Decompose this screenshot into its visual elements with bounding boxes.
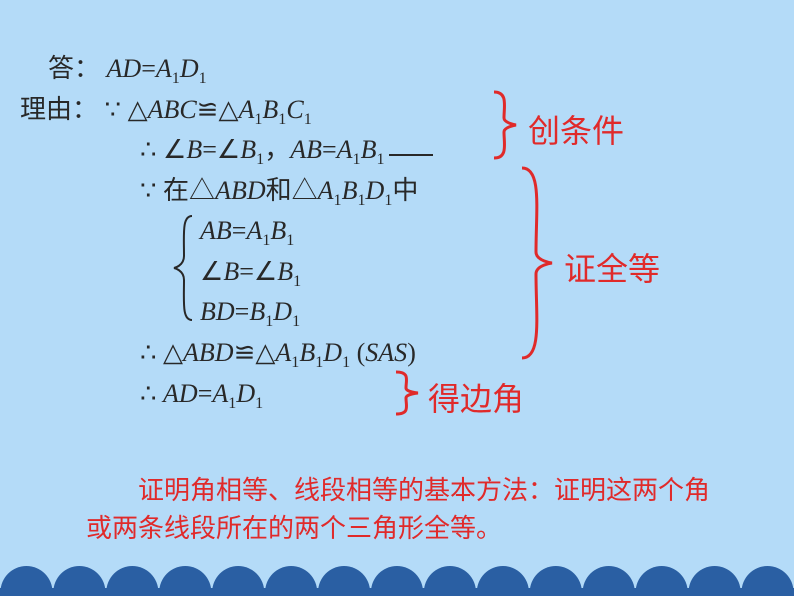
expr-ad-eq: AD=A1D1 <box>163 379 263 408</box>
because-symbol: ∵ <box>105 94 122 124</box>
annot-brace-2-icon <box>518 166 554 360</box>
brace-line-1: AB=A1B1 <box>200 212 301 253</box>
proof-body: 答： AD=A1D1 理由： ∵ △ABC≌△A1B1C1 ∴ ∠B=∠B1，A… <box>48 50 748 415</box>
summary-text: 证明角相等、线段相等的基本方法：证明这两个角或两条线段所在的两个三角形全等。 <box>86 472 726 547</box>
annot-2: 证全等 <box>564 244 660 290</box>
expr-abc-cong: △ABC≌△A1B1C1 <box>128 95 312 124</box>
because-symbol: ∵ <box>140 175 157 205</box>
annot-3: 得边角 <box>428 374 524 420</box>
left-brace-icon <box>172 214 196 322</box>
expr-in-triangles: 在△ABD和△A1B1D1中 <box>163 176 418 205</box>
expr-abd-cong: △ABD≌△A1B1D1 (SAS) <box>163 338 416 367</box>
therefore-symbol: ∴ <box>140 134 157 164</box>
answer-expr: AD=A1D1 <box>107 54 207 83</box>
expr-angles-sides: ∠B=∠B1，AB=A1B1 <box>163 135 385 164</box>
brace-line-3: BD=B1D1 <box>200 293 301 334</box>
reason-line-1: 理由： ∵ △ABC≌△A1B1C1 <box>20 91 748 132</box>
summary-content: 证明角相等、线段相等的基本方法：证明这两个角或两条线段所在的两个三角形全等。 <box>86 476 710 543</box>
therefore-symbol: ∴ <box>140 337 157 367</box>
reason-line-5: ∴ △ABD≌△A1B1D1 (SAS) <box>48 334 748 375</box>
brace-line-2: ∠B=∠B1 <box>200 253 301 294</box>
answer-line: 答： AD=A1D1 <box>48 50 748 91</box>
footer-scallop-icon <box>0 552 794 596</box>
blank-underline <box>389 154 433 156</box>
reason-label: 理由： <box>20 95 98 124</box>
reason-line-2: ∴ ∠B=∠B1，AB=A1B1 <box>48 131 748 172</box>
reason-line-3: ∵ 在△ABD和△A1B1D1中 <box>48 172 748 213</box>
therefore-symbol: ∴ <box>140 378 157 408</box>
annot-brace-1-icon <box>490 90 518 160</box>
answer-label: 答： <box>48 54 100 83</box>
annot-brace-3-icon <box>392 370 420 416</box>
annot-1: 创条件 <box>528 106 624 152</box>
